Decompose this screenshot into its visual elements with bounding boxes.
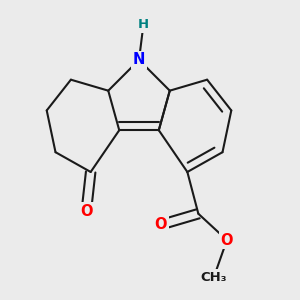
Text: O: O (221, 232, 233, 247)
Text: O: O (80, 204, 92, 219)
Text: O: O (155, 217, 167, 232)
Text: N: N (133, 52, 145, 68)
Text: CH₃: CH₃ (200, 271, 227, 284)
Text: H: H (138, 18, 149, 31)
